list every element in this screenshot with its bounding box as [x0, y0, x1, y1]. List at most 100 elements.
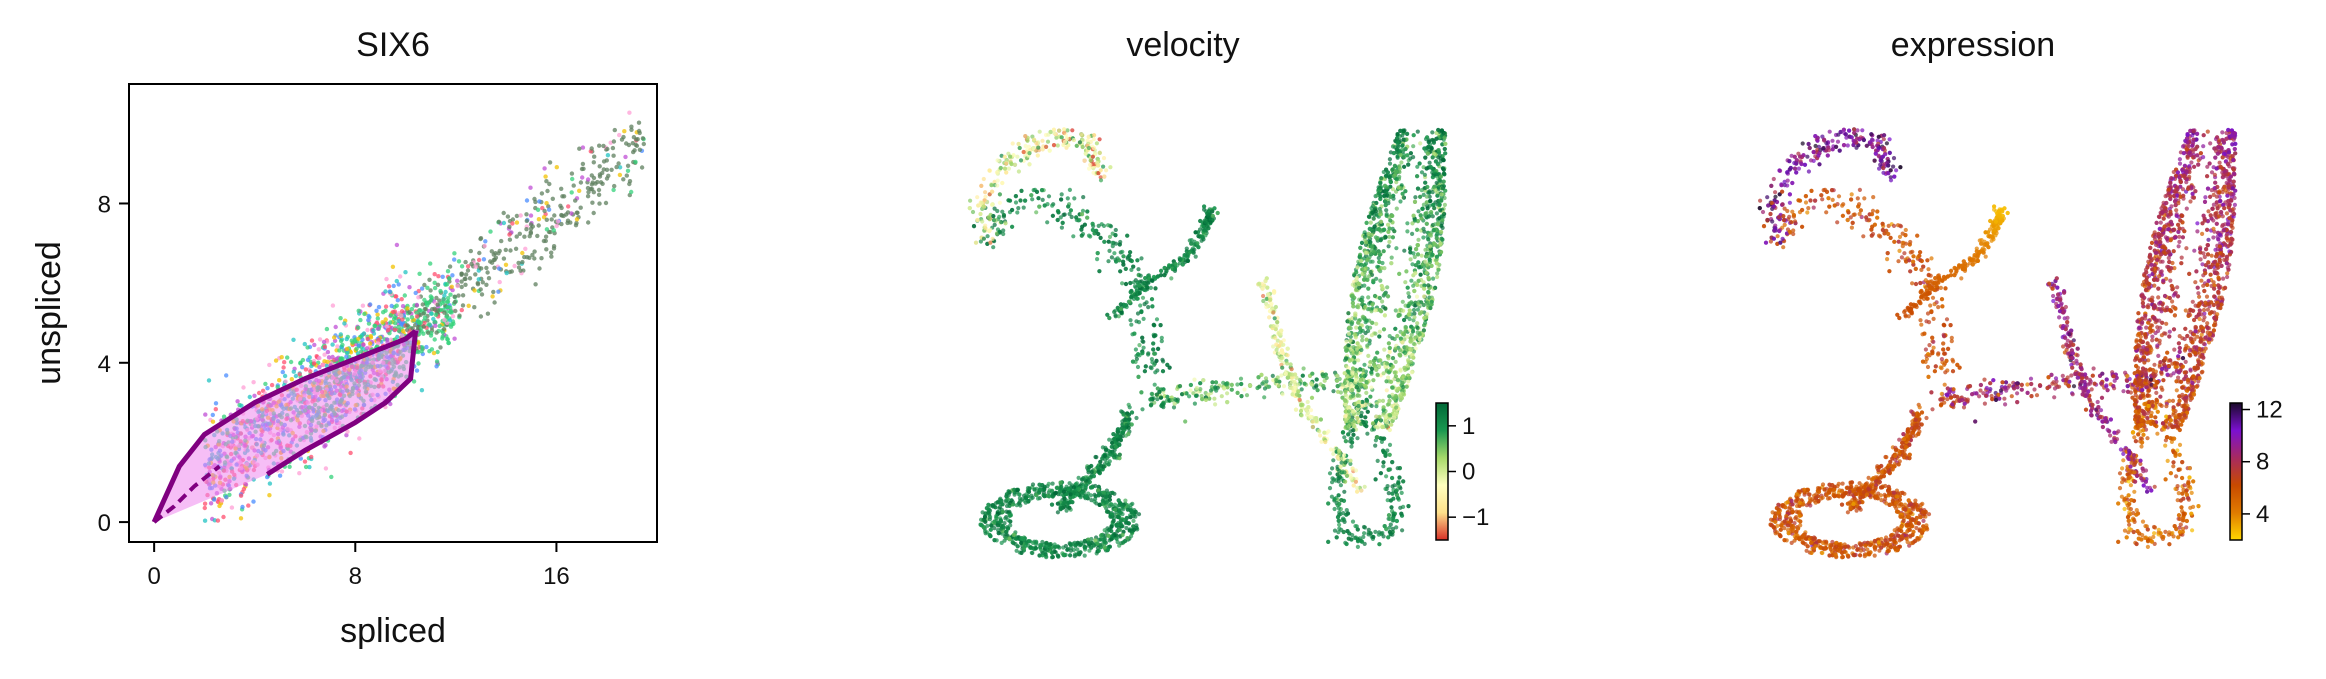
data-point	[316, 347, 321, 352]
data-point	[516, 260, 521, 266]
data-point	[566, 204, 571, 209]
data-point	[386, 284, 392, 289]
data-point	[478, 287, 483, 292]
data-point	[983, 194, 988, 199]
data-point	[344, 433, 349, 438]
data-point	[1356, 358, 1361, 363]
data-point	[208, 501, 214, 506]
data-point	[1409, 278, 1414, 283]
data-point	[627, 179, 633, 184]
data-point	[467, 276, 473, 281]
data-point	[504, 270, 509, 276]
data-point	[1014, 548, 1019, 553]
data-point	[1330, 466, 1335, 471]
data-point	[422, 282, 427, 288]
data-point	[1362, 484, 1367, 489]
data-point	[428, 333, 434, 338]
data-point	[1105, 223, 1111, 228]
data-point	[578, 180, 584, 185]
data-point	[1101, 164, 1106, 169]
data-point	[419, 388, 425, 393]
data-point	[348, 450, 353, 456]
data-point	[440, 274, 445, 279]
data-point	[621, 177, 626, 182]
data-point	[466, 303, 471, 308]
data-point	[597, 143, 602, 148]
data-point	[329, 474, 334, 480]
data-point	[559, 212, 564, 218]
data-point	[1034, 210, 1039, 215]
data-point	[537, 266, 542, 271]
data-point	[1416, 237, 1421, 242]
data-point	[417, 271, 422, 276]
data-point	[490, 294, 495, 299]
data-point	[1141, 345, 1146, 350]
data-point	[263, 381, 268, 387]
data-point	[482, 243, 487, 249]
data-point	[393, 321, 398, 326]
data-point	[990, 236, 995, 241]
data-point	[202, 505, 207, 511]
data-point	[535, 207, 541, 212]
data-point	[383, 289, 388, 294]
data-point	[450, 314, 456, 319]
data-point	[1021, 205, 1026, 210]
data-point	[364, 346, 370, 351]
data-point	[477, 250, 482, 256]
data-point	[536, 223, 541, 228]
data-point	[325, 349, 331, 355]
data-point	[1109, 255, 1114, 260]
data-point	[1435, 271, 1440, 276]
data-point	[418, 320, 423, 325]
data-point	[570, 176, 575, 182]
data-point	[1342, 489, 1347, 494]
data-point	[601, 143, 606, 149]
data-point	[1373, 443, 1378, 448]
data-point	[441, 296, 446, 302]
data-point	[456, 259, 462, 264]
data-point	[479, 292, 485, 297]
x-tick-label: 16	[543, 563, 570, 590]
data-point	[629, 124, 634, 129]
data-point	[340, 342, 345, 348]
data-point	[512, 263, 517, 269]
data-point	[533, 282, 538, 287]
data-point	[1152, 382, 1157, 387]
data-point	[1400, 528, 1405, 533]
data-point	[491, 289, 496, 295]
data-point	[579, 166, 585, 172]
data-point	[536, 217, 542, 222]
data-point	[1015, 210, 1020, 215]
data-point	[267, 362, 272, 368]
data-point	[325, 359, 330, 364]
data-point	[597, 164, 602, 169]
data-point	[443, 289, 448, 295]
data-point	[617, 172, 623, 178]
data-point	[1160, 357, 1165, 362]
data-point	[1387, 334, 1392, 339]
data-point	[591, 210, 596, 216]
data-point	[546, 207, 552, 212]
data-point	[485, 311, 491, 316]
data-point	[619, 137, 625, 142]
data-point	[428, 298, 434, 303]
data-point	[229, 505, 235, 510]
data-point	[322, 344, 328, 350]
data-point	[360, 303, 366, 308]
data-point	[1010, 141, 1015, 146]
data-point	[1407, 294, 1412, 299]
data-point	[396, 324, 401, 330]
data-point	[394, 242, 400, 248]
data-point	[484, 282, 489, 287]
data-point	[456, 293, 461, 298]
data-point	[303, 367, 308, 372]
data-point	[624, 173, 629, 178]
data-point	[585, 185, 591, 191]
data-point	[285, 355, 290, 360]
data-point	[409, 315, 415, 320]
data-point	[501, 210, 506, 216]
data-point	[392, 327, 398, 332]
data-point	[449, 284, 454, 289]
data-point	[434, 364, 439, 369]
data-point	[267, 481, 273, 486]
